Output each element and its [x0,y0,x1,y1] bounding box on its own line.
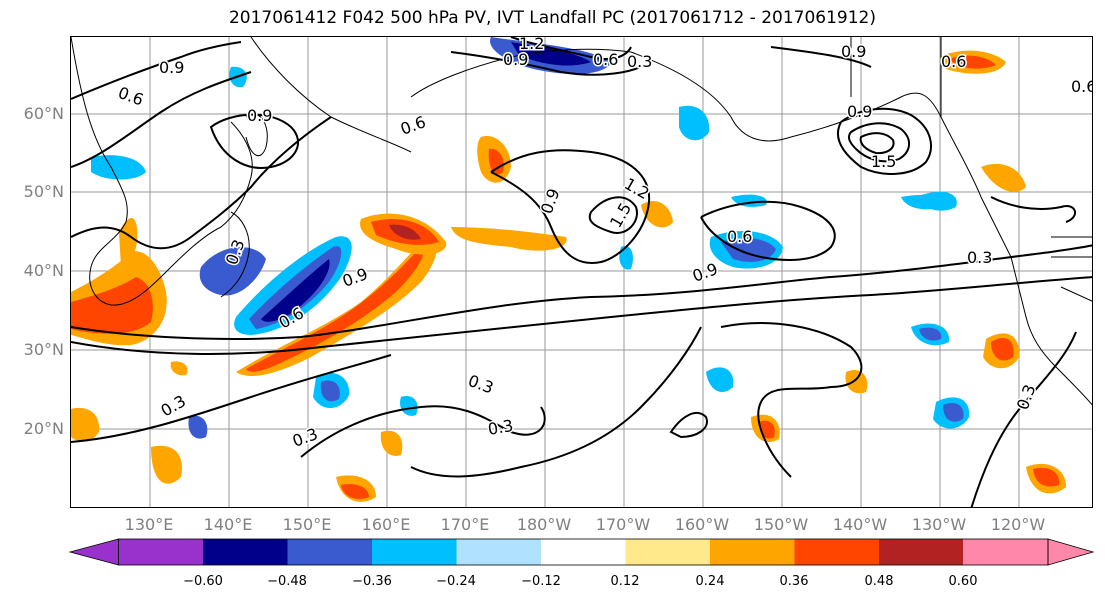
contour-label: 0.6 [398,112,428,139]
neg-anomaly-patch [249,246,342,329]
colorbar-tick: 0.24 [695,574,725,589]
contour-label: 0.9 [537,186,564,216]
lat-label-60n: 60°N [23,104,64,123]
contour-label: 0.6 [1071,77,1093,96]
contour-label: 0.3 [486,416,514,439]
colorbar [68,538,1095,566]
contour-label: 1.5 [871,152,896,171]
contour-label: 0.3 [466,371,496,398]
neg-anomaly-patch [721,237,776,262]
pos-anomaly-patch [981,163,1026,192]
neg-anomaly-patch [919,327,942,341]
colorbar-tick: 0.12 [610,574,640,589]
pos-anomaly-patch [119,218,138,271]
lon-label-160w: 160°W [674,515,730,534]
colorbar-segment [710,539,795,565]
colorbar-segment [287,539,372,565]
colorbar-tick: −0.48 [267,574,307,589]
contour-label: 0.6 [727,227,752,246]
contour-label: 0.9 [503,50,528,69]
contour-label: 0.3 [627,52,652,71]
contour-label: 0.3 [1013,382,1040,412]
colorbar-tick: 0.36 [779,574,809,589]
map-title: 2017061412 F042 500 hPa PV, IVT Landfall… [228,8,876,28]
lat-label-50n: 50°N [23,182,64,201]
ivt-contours [71,37,1092,507]
lon-label-120w: 120°W [990,515,1046,534]
colorbar-tick: −0.36 [352,574,392,589]
contour-label: 0.9 [247,106,272,125]
contour-label: 0.3 [158,391,190,420]
contour-label: 0.9 [159,58,184,77]
neg-anomaly-patch [619,245,633,270]
lon-label-140w: 140°W [832,515,888,534]
neg-anomaly-patch [91,155,146,180]
neg-anomaly-patch [400,396,418,416]
lat-label-30n: 30°N [23,340,64,359]
pos-anomaly-patch [389,224,421,240]
contour-label: 0.6 [116,83,146,110]
lon-label-130w: 130°W [911,515,967,534]
neg-anomaly-patch [511,42,591,66]
pos-anomaly-patch [71,407,100,442]
neg-anomaly-patch [679,105,710,141]
colorbar-extend-max [1047,538,1095,566]
colorbar-outline [118,538,1049,566]
pos-anomaly-patch [170,361,188,376]
colorbar-tick: 0.60 [948,574,978,589]
colorbar-tick: −0.24 [436,574,476,589]
colorbar-segment [963,539,1048,565]
colorbar-segment [118,539,203,565]
lon-label-180w: 180°W [516,515,572,534]
neg-anomaly-patch [188,415,208,439]
contour-label: 0.6 [941,52,966,71]
lon-label-140e: 140°E [203,515,253,534]
colorbar-segment [541,539,626,565]
lon-label-150w: 150°W [753,515,809,534]
colorbar-tick: −0.60 [183,574,223,589]
lon-label-150e: 150°E [282,515,332,534]
lon-label-170w: 170°W [595,515,651,534]
colorbar-tick: 0.48 [864,574,894,589]
colorbar-segment [372,539,457,565]
pos-anomaly-patch [949,55,996,69]
pos-anomaly-patch [341,484,369,499]
colorbar-tick: −0.12 [521,574,561,589]
coastlines [71,37,1092,406]
colorbar-segment [625,539,710,565]
lat-label-40n: 40°N [23,261,64,280]
lon-label-170e: 170°E [440,515,490,534]
neg-anomaly-patch [943,402,964,422]
contour-label: 0.6 [593,50,618,69]
contour-label: 0.9 [841,42,866,61]
lon-label-130e: 130°E [124,515,174,534]
pos-anomaly-patch [991,338,1014,361]
colorbar-segment [879,539,964,565]
map-plot-area: 0.9 0.6 0.9 0.6 0.3 1.2 0.9 0.9 1.5 0.6 0.6 0.9 1.2 1… [70,36,1093,508]
lon-label-160e: 160°E [361,515,411,534]
contour-label: 0.3 [967,248,992,267]
pv-anomaly-fills [71,37,1066,502]
map-canvas: 0.90.60.9 0.60.31.20.9 0.91.50.60.60.9 1.21… [71,37,1093,507]
pos-anomaly-patch [380,430,403,456]
contour-label: 1.2 [519,37,544,53]
pos-anomaly-patch [151,445,182,484]
pos-anomaly-patch [845,369,868,394]
colorbar-extend-min [68,538,119,566]
colorbar-segment [794,539,879,565]
neg-anomaly-patch [320,380,340,402]
contour-label: 0.9 [690,259,720,286]
pos-anomaly-patch [1033,467,1060,487]
pos-anomaly-patch [488,148,504,175]
colorbar-segment [203,539,288,565]
neg-anomaly-patch [916,191,957,211]
pos-anomaly-patch [451,227,567,251]
neg-anomaly-patch [199,247,266,296]
contour-labels: 0.90.60.9 0.60.31.20.9 0.91.50.60.60.9 1.21… [114,37,1093,452]
colorbar-segment [456,539,541,565]
neg-anomaly-patch [261,259,330,322]
contour-label: 0.9 [847,102,872,121]
neg-anomaly-patch [706,367,734,392]
lat-label-20n: 20°N [23,419,64,438]
